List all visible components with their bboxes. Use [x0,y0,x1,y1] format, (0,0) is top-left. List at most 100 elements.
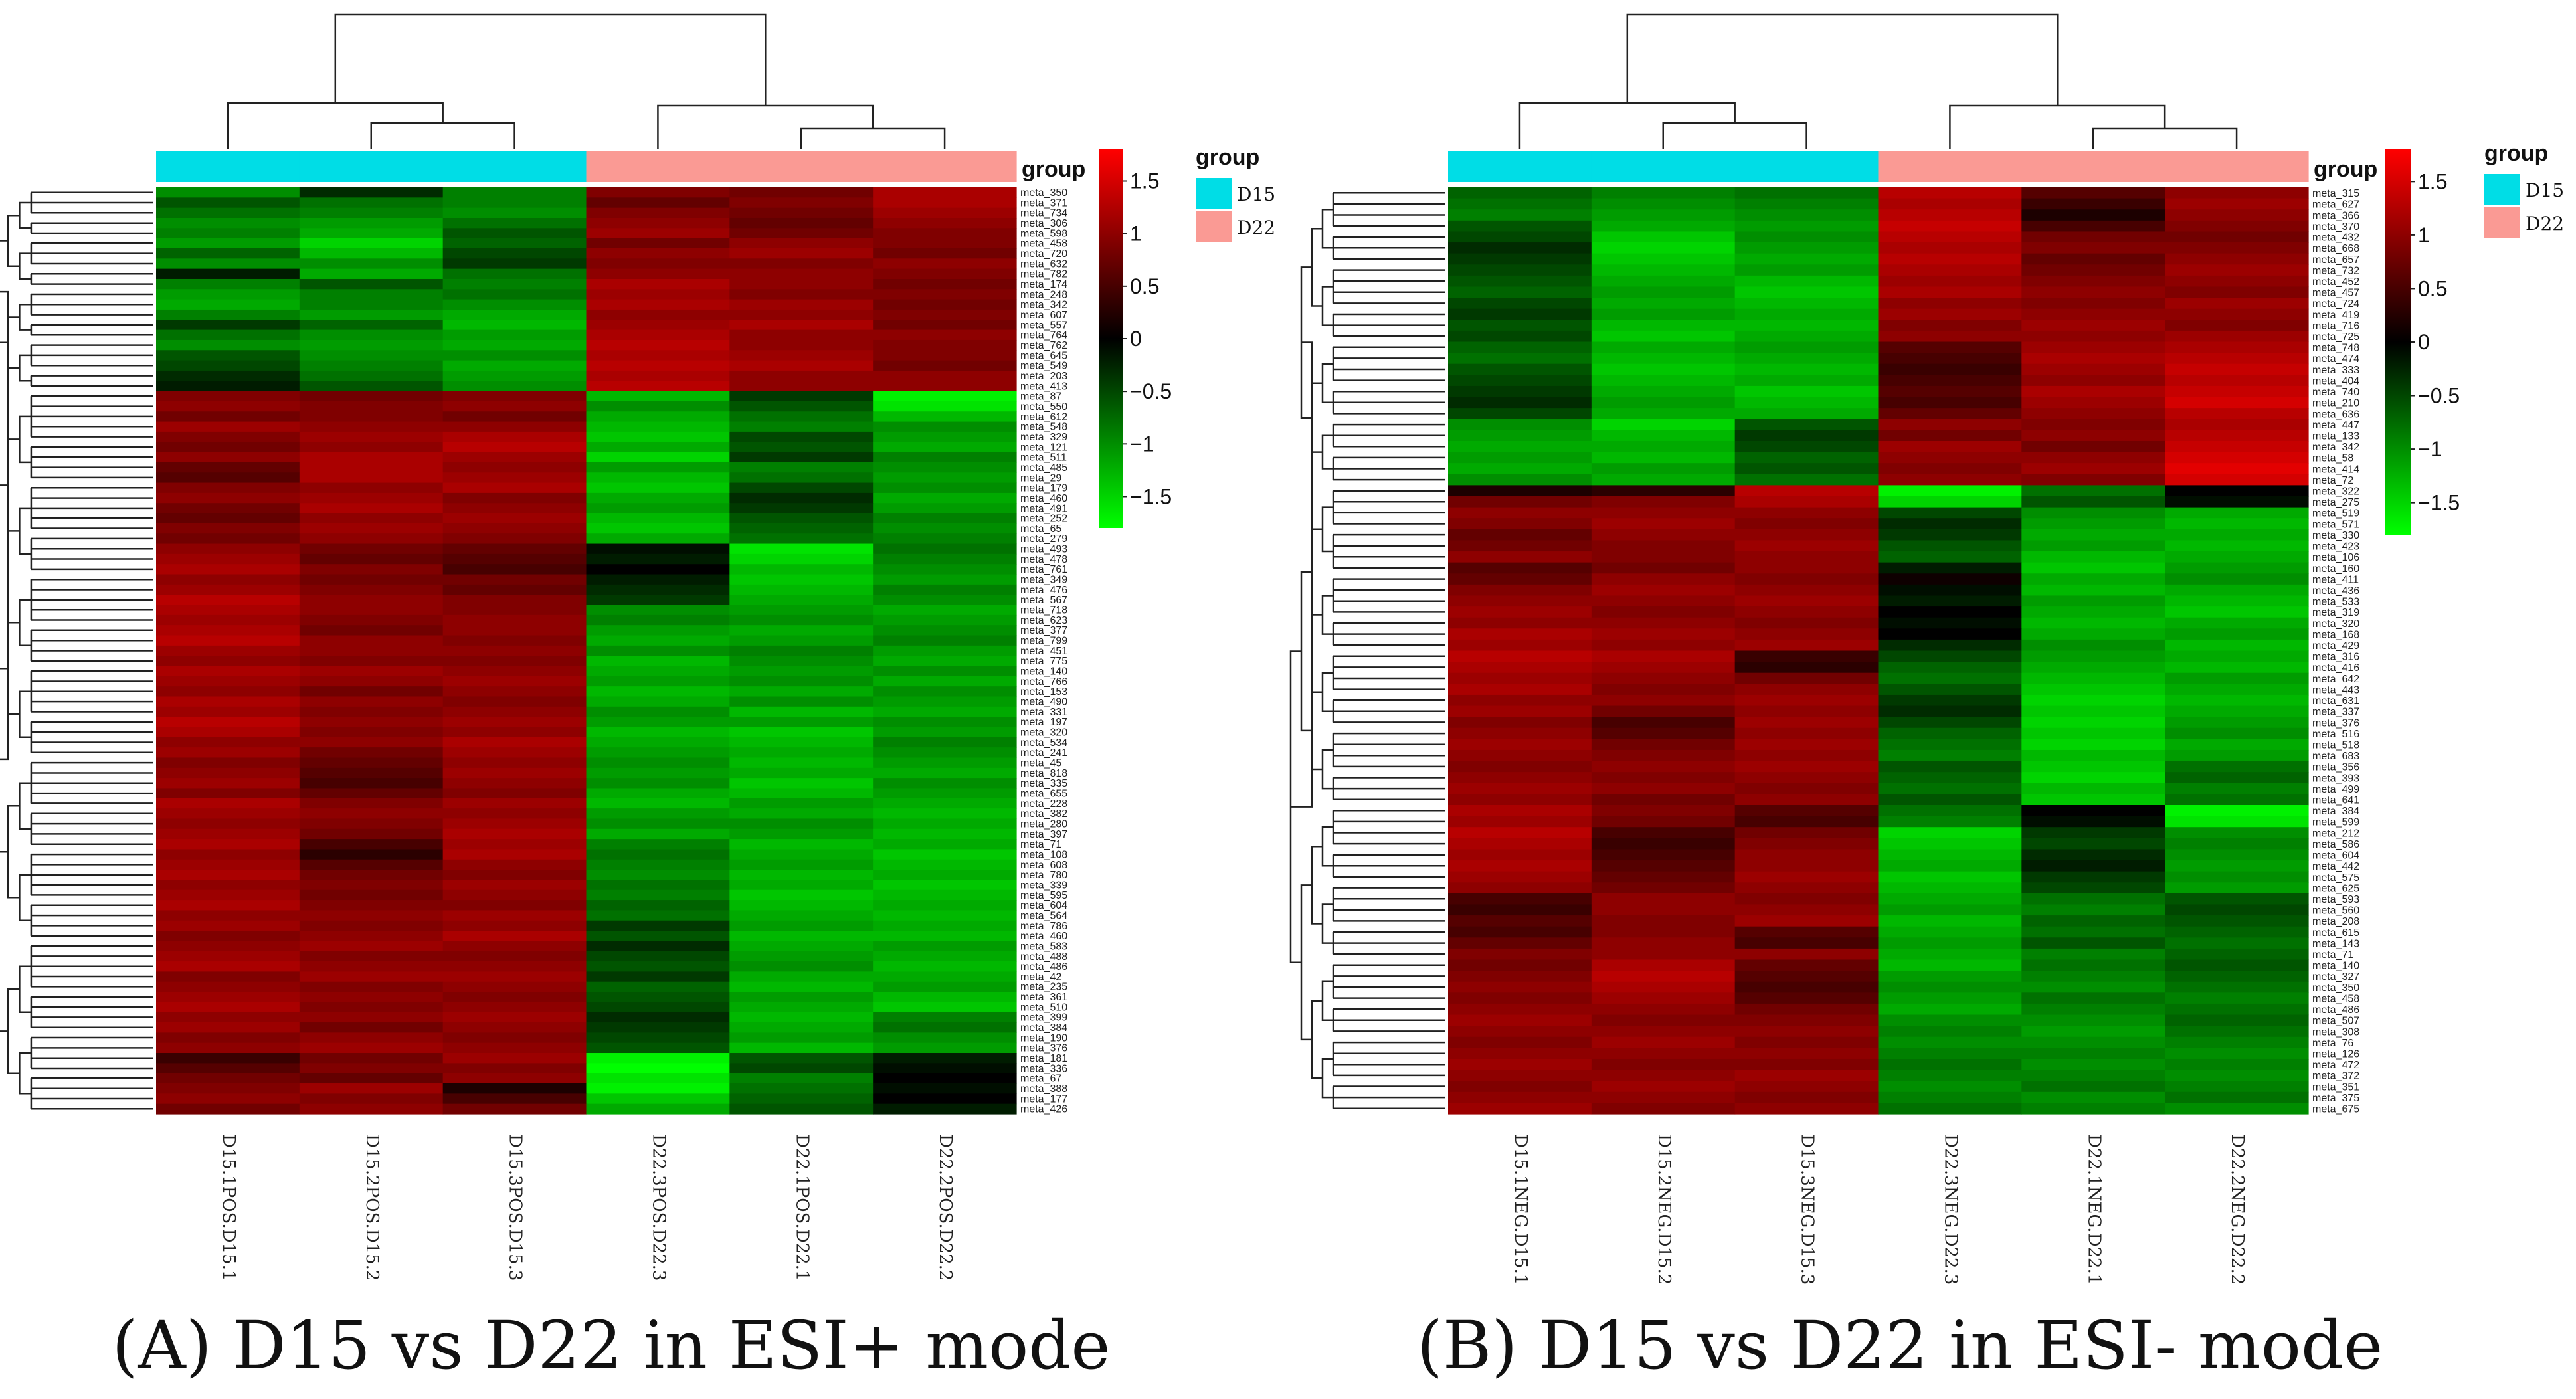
heatmap-cell [1448,408,1592,420]
column-label: D15.2NEG.D15.2 [1654,1134,1674,1285]
heatmap-cell [586,818,730,830]
heatmap-cell [729,614,874,626]
heatmap-cell [1591,893,1736,905]
heatmap-cell [156,778,300,789]
heatmap-cell [1734,772,1879,784]
heatmap-cell [729,686,874,698]
heatmap-cell [2165,463,2309,475]
heatmap-cell [729,329,874,341]
heatmap-cell [442,533,587,545]
heatmap-cell [2021,694,2165,707]
heatmap-cell [1591,1003,1736,1016]
heatmap-cell [586,870,730,881]
heatmap-cell [156,961,300,972]
heatmap-cell [873,564,1017,575]
row-label: meta_393 [2312,773,2359,784]
heatmap-cell [729,482,874,494]
heatmap-cell [586,1063,730,1074]
heatmap-cell [299,299,444,310]
heatmap-cell [729,401,874,412]
heatmap-cell [1591,1081,1736,1093]
row-dendrogram-branch [1321,672,1333,713]
row-label: meta_511 [1020,452,1067,464]
heatmap-cell [873,889,1017,901]
heatmap-cell [873,452,1017,463]
heatmap-cell [1734,298,1879,310]
heatmap-cell [299,788,444,799]
heatmap-cell [442,1093,587,1105]
heatmap-cell [729,584,874,595]
heatmap-cell [442,614,587,626]
group-legend-swatch-d22 [1196,211,1232,242]
heatmap-cell [2021,639,2165,652]
heatmap-cell [873,767,1017,779]
heatmap-cell [1591,264,1736,276]
heatmap-cell [1734,937,1879,949]
heatmap-cell [1734,507,1879,519]
heatmap-cell [156,238,300,249]
heatmap-cell [873,727,1017,738]
heatmap-cell [1878,320,2022,331]
row-label: meta_732 [2312,265,2359,276]
heatmap-cell [729,706,874,717]
heatmap-cell [586,543,730,555]
row-label: meta_121 [1020,442,1067,453]
row-dendrogram-branch [7,316,20,369]
heatmap-cell [1448,672,1592,684]
heatmap-cell [442,971,587,982]
row-label: meta_372 [2312,1071,2359,1082]
heatmap-cell [156,981,300,992]
heatmap-cell [2165,727,2309,739]
row-label: meta_549 [1020,361,1067,372]
heatmap-cell [1734,606,1879,618]
heatmap-cell [1591,551,1736,563]
heatmap-cell [873,1103,1017,1115]
heatmap-cell [2021,463,2165,475]
heatmap-cell [2165,551,2309,563]
heatmap-cell [2165,1026,2309,1038]
heatmap-cell [1448,485,1592,497]
heatmap-cell [442,605,587,616]
heatmap-cell [873,1093,1017,1105]
row-label: meta_429 [2312,640,2359,652]
heatmap-cell [442,961,587,972]
row-label: meta_564 [1020,910,1067,921]
heatmap-cell [1878,739,2022,751]
heatmap-cell [873,309,1017,320]
heatmap-cell [586,717,730,728]
heatmap-cell [729,370,874,381]
heatmap-cell [299,849,444,860]
column-label: D22.3NEG.D22.3 [1940,1134,1960,1285]
column-label: D15.3NEG.D15.3 [1797,1134,1817,1285]
heatmap-cell [873,248,1017,259]
panel-a-caption: (A) D15 vs D22 in ESI+ mode [112,1307,1110,1384]
heatmap-cell [1878,959,2022,971]
heatmap-cell [729,503,874,514]
heatmap-cell [873,329,1017,341]
heatmap-cell [873,605,1017,616]
heatmap-cell [729,941,874,952]
heatmap-cell [1878,1014,2022,1026]
heatmap-cell [2021,860,2165,872]
heatmap-cell [2165,772,2309,784]
heatmap-cell [729,320,874,331]
row-label: meta_724 [2312,298,2359,310]
heatmap-cell [1448,507,1592,519]
heatmap-cell [873,870,1017,881]
heatmap-cell [586,1083,730,1094]
row-label: meta_72 [2312,475,2353,486]
row-label: meta_315 [2312,188,2359,199]
row-label: meta_329 [1020,432,1067,443]
heatmap-cell [729,747,874,759]
heatmap-cell [1878,242,2022,254]
row-label: meta_720 [1020,248,1067,260]
heatmap-cell [299,197,444,209]
heatmap-cell [586,656,730,667]
heatmap-cell [2021,385,2165,398]
heatmap-cell [299,513,444,524]
row-label: meta_106 [2312,552,2359,563]
heatmap-cell [873,1073,1017,1084]
heatmap-cell [873,1032,1017,1044]
heatmap-cell [1448,1103,1592,1115]
heatmap-cell [1734,1091,1879,1103]
